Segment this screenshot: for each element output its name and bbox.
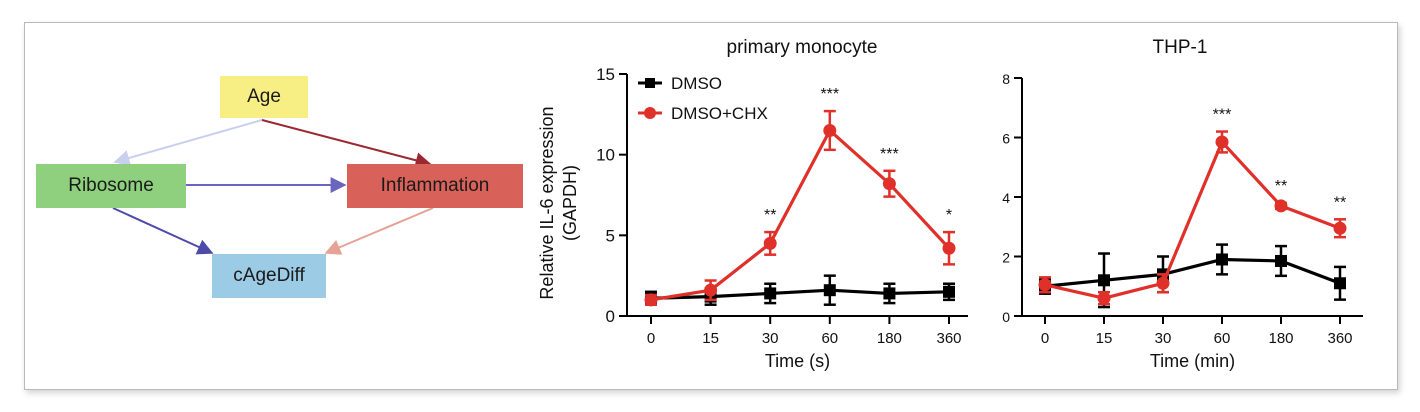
- y-tick-label: 0: [606, 307, 615, 326]
- edge-age-inflammation: [261, 119, 432, 169]
- node-ribosome: Ribosome: [36, 164, 186, 208]
- data-point: [644, 293, 658, 307]
- y-tick-label: 0: [1002, 309, 1010, 325]
- x-axis-label: Time (s): [765, 351, 830, 371]
- data-point: [823, 284, 836, 297]
- x-tick-label: 15: [1096, 330, 1113, 347]
- data-point: [1334, 277, 1346, 290]
- x-tick-label: 180: [877, 330, 902, 347]
- series-line: [650, 128, 951, 302]
- data-point: [764, 287, 777, 300]
- data-point: [1275, 254, 1287, 267]
- significance-label: **: [1275, 178, 1287, 195]
- significance-label: ***: [1213, 107, 1232, 124]
- y-tick-label: 2: [1002, 250, 1010, 266]
- significance-label: ***: [880, 146, 899, 163]
- data-point: [942, 241, 956, 255]
- chart-0: primary monocyte 0 5 10 15 0 15 30 60 180 360 Time …: [537, 37, 968, 371]
- data-point: [1215, 135, 1229, 149]
- legend-marker: [644, 107, 656, 119]
- series-line: [650, 288, 950, 300]
- y-tick-label: 6: [1002, 131, 1010, 147]
- y-tick-label: 4: [1002, 190, 1010, 206]
- y-tick-label: 10: [596, 146, 615, 165]
- x-tick-label: 15: [702, 330, 719, 347]
- x-tick-label: 60: [821, 330, 838, 347]
- significance-label: **: [1334, 194, 1346, 211]
- chart-title: primary monocyte: [727, 37, 878, 58]
- x-tick-label: 60: [1214, 330, 1231, 347]
- data-point: [883, 287, 896, 300]
- x-axis-label: Time (min): [1150, 351, 1235, 371]
- edge-ribosome-cagediff: [112, 207, 214, 255]
- data-point: [704, 283, 718, 297]
- data-point: [1274, 199, 1288, 213]
- x-tick-label: 360: [936, 330, 961, 347]
- data-point: [882, 177, 896, 191]
- node-inflammation: Inflammation: [347, 164, 523, 208]
- x-tick-label: 0: [1041, 330, 1049, 347]
- chart-title: THP-1: [1153, 37, 1208, 58]
- x-tick-label: 180: [1268, 330, 1293, 347]
- data-point: [1216, 253, 1228, 266]
- chart-legend: DMSO DMSO+CHX: [638, 74, 768, 123]
- node-age: Age: [220, 76, 308, 118]
- y-axis-label-unit: (GAPDH): [560, 165, 580, 241]
- data-point: [823, 123, 837, 137]
- y-axis-label: Relative IL-6 expression: [537, 106, 557, 299]
- x-tick-label: 360: [1327, 330, 1352, 347]
- edge-age-ribosome: [113, 119, 263, 166]
- data-point: [1156, 276, 1170, 290]
- significance-label: **: [764, 207, 776, 224]
- series-dmso: [1039, 243, 1346, 309]
- series-line: [1044, 257, 1341, 288]
- series-dmso: [645, 274, 955, 306]
- significance-label: *: [946, 207, 952, 224]
- data-point: [1098, 274, 1110, 287]
- x-tick-label: 30: [762, 330, 779, 347]
- series-line: [1044, 140, 1341, 300]
- legend-marker: [645, 78, 655, 88]
- data-point: [1333, 221, 1347, 235]
- series-dmso-chx: [1038, 130, 1347, 306]
- series-dmso-chx: [644, 109, 956, 307]
- x-tick-label: 30: [1155, 330, 1172, 347]
- significance-label: ***: [820, 86, 839, 103]
- data-point: [763, 236, 777, 250]
- y-tick-label: 5: [606, 226, 615, 245]
- legend-label: DMSO+CHX: [671, 104, 768, 123]
- data-point: [1038, 278, 1052, 292]
- y-tick-label: 8: [1002, 71, 1010, 87]
- x-tick-label: 0: [647, 330, 655, 347]
- data-point: [1097, 291, 1111, 305]
- legend-label: DMSO: [671, 74, 722, 93]
- y-tick-label: 15: [596, 65, 615, 84]
- data-point: [943, 285, 955, 298]
- node-cagediff: cAgeDiff: [212, 254, 326, 298]
- edge-inflammation-cagediff: [324, 207, 434, 255]
